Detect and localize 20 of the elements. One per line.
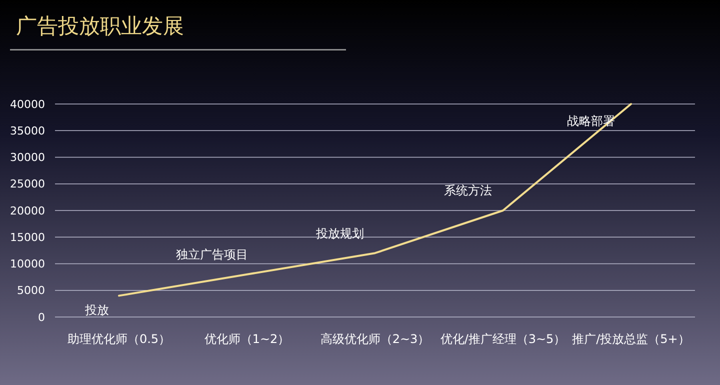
annotation: 投放: [84, 302, 109, 317]
annotation: 独立广告项目: [176, 248, 248, 262]
x-tick-label: 优化师（1~2）: [204, 332, 290, 346]
chart-title: 广告投放职业发展: [16, 14, 184, 38]
y-tick-label: 5000: [17, 284, 45, 298]
x-tick-label: 优化/推广经理（3~5）: [440, 332, 566, 346]
y-tick-label: 20000: [10, 204, 45, 218]
x-tick-label: 推广/投放总监（5+）: [572, 332, 690, 346]
y-tick-label: 0: [38, 310, 45, 324]
annotation: 系统方法: [444, 184, 492, 198]
y-tick-label: 35000: [10, 124, 45, 138]
y-tick-label: 10000: [10, 258, 45, 271]
y-tick-label: 40000: [10, 98, 45, 111]
x-tick-label: 高级优化师（2~3）: [320, 332, 430, 346]
y-tick-label: 15000: [10, 230, 45, 244]
y-tick-label: 25000: [10, 178, 45, 191]
y-tick-label: 30000: [10, 151, 45, 164]
x-tick-label: 助理优化师（0.5）: [67, 332, 171, 346]
annotation: 投放规划: [315, 226, 364, 240]
line-series: [118, 103, 632, 297]
